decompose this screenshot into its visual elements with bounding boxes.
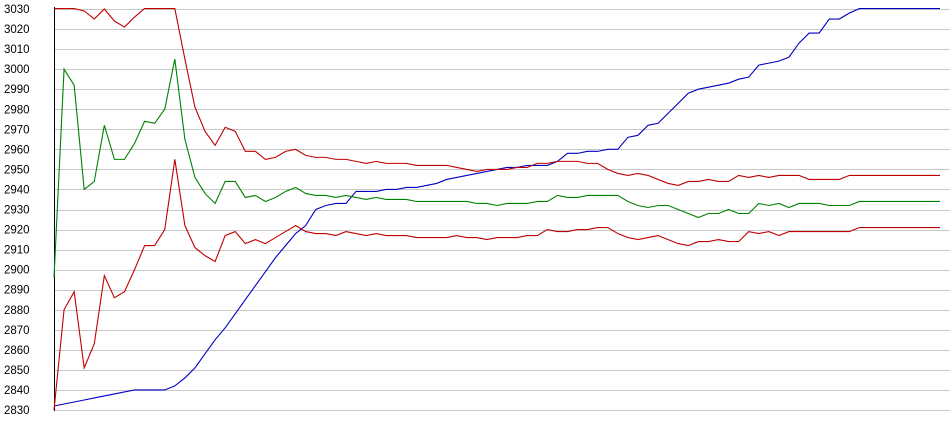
y-tick-label: 2900 [4,265,30,277]
y-tick-label: 2910 [4,245,30,257]
series-3 [53,59,941,278]
y-tick-label: 2850 [4,365,30,377]
y-tick-label: 3000 [4,64,30,76]
y-tick-label: 2930 [4,205,30,217]
y-tick-label: 2860 [4,345,30,357]
series-layer [53,8,941,411]
y-tick-label: 2940 [4,184,30,196]
y-tick-label: 3020 [4,24,30,36]
series-2 [53,8,941,187]
y-tick-label: 2980 [4,104,30,116]
y-tick-label: 2950 [4,164,30,176]
grid-lines [54,9,950,411]
y-tick-label: 2840 [4,385,30,397]
series-line-3 [53,59,940,278]
y-axis-tick-labels: 2830 2840 2850 2860 2870 2880 2890 2900 2910 2920… [4,4,30,417]
y-tick-label: 2970 [4,124,30,136]
y-tick-label: 2890 [4,285,30,297]
y-tick-label: 3010 [4,44,30,56]
y-tick-label: 2870 [4,325,30,337]
y-tick-label: 2920 [4,225,30,237]
series-line-4 [53,159,940,411]
series-4 [53,159,941,411]
y-tick-label: 2990 [4,84,30,96]
y-tick-label: 2960 [4,144,30,156]
y-tick-label: 2880 [4,305,30,317]
y-tick-label: 2830 [4,405,30,417]
y-tick-label: 3030 [4,4,30,16]
